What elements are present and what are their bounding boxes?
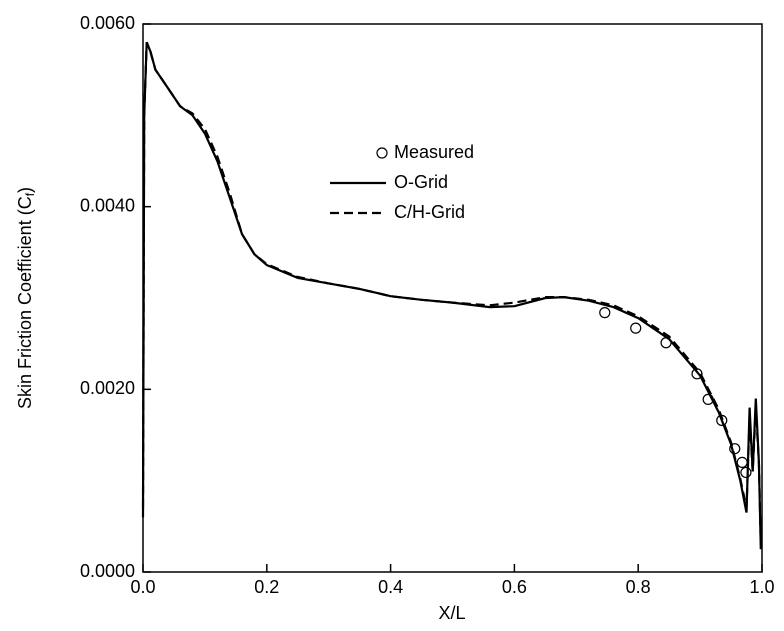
x-tick-label: 0.2 <box>254 577 279 597</box>
y-tick-label: 0.0040 <box>80 195 135 215</box>
y-label-sub: f <box>23 192 37 196</box>
x-tick-label: 0.0 <box>130 577 155 597</box>
y-tick-label: 0.0000 <box>80 561 135 581</box>
legend-label: C/H-Grid <box>394 202 465 222</box>
y-label-main: Skin Friction Coefficient (C <box>15 196 35 409</box>
y-tick-label: 0.0060 <box>80 13 135 33</box>
x-tick-label: 1.0 <box>749 577 774 597</box>
x-tick-label: 0.8 <box>626 577 651 597</box>
x-tick-label: 0.4 <box>378 577 403 597</box>
data-point <box>736 456 748 468</box>
data-line <box>141 41 762 545</box>
y-axis-label: Skin Friction Coefficient (Cf) <box>15 187 37 409</box>
legend-label: O-Grid <box>394 172 448 192</box>
plot-frame <box>142 23 763 573</box>
data-point <box>630 322 642 334</box>
data-point <box>740 466 752 479</box>
data-point <box>599 307 611 319</box>
y-tick-label: 0.0020 <box>80 378 135 398</box>
x-tick-label: 0.6 <box>502 577 527 597</box>
x-axis-label: X/L <box>438 603 465 623</box>
legend-label: Measured <box>394 142 474 162</box>
data-line <box>141 41 762 550</box>
y-label-end: ) <box>15 187 35 193</box>
legend-marker <box>376 147 388 159</box>
